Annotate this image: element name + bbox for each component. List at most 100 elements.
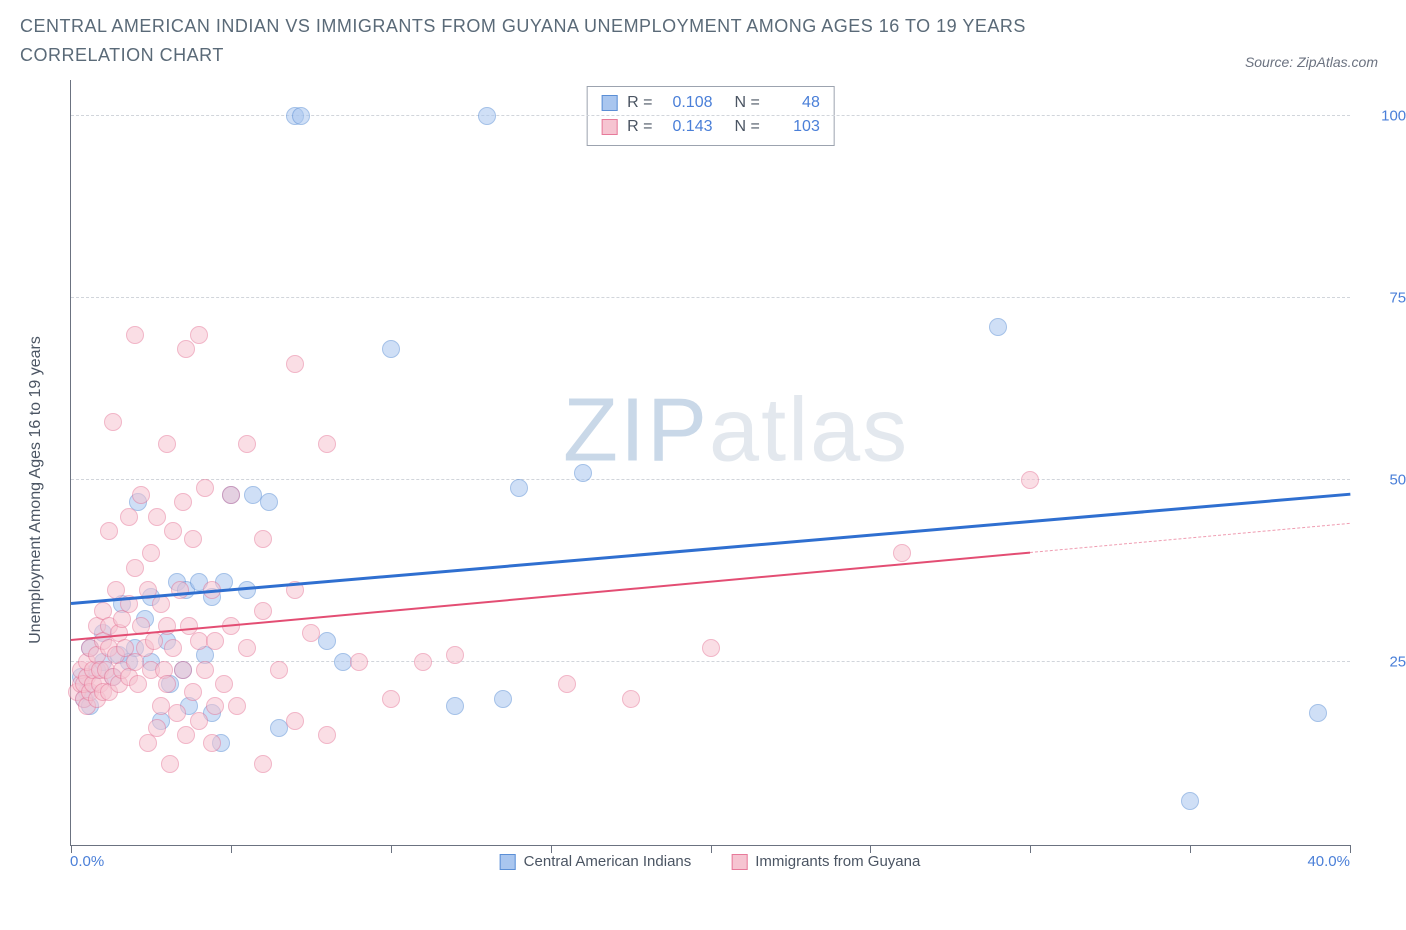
data-point bbox=[164, 522, 182, 540]
data-point bbox=[168, 704, 186, 722]
data-point bbox=[382, 340, 400, 358]
gridline bbox=[71, 479, 1350, 480]
data-point bbox=[622, 690, 640, 708]
data-point bbox=[558, 675, 576, 693]
data-point bbox=[107, 581, 125, 599]
data-point bbox=[184, 683, 202, 701]
legend-swatch bbox=[601, 119, 617, 135]
data-point bbox=[292, 107, 310, 125]
data-point bbox=[228, 697, 246, 715]
data-point bbox=[174, 661, 192, 679]
data-point bbox=[206, 697, 224, 715]
data-point bbox=[171, 581, 189, 599]
data-point bbox=[1181, 792, 1199, 810]
data-point bbox=[446, 646, 464, 664]
data-point bbox=[184, 530, 202, 548]
series-legend-label: Immigrants from Guyana bbox=[755, 853, 920, 870]
data-point bbox=[222, 486, 240, 504]
y-axis-title: Unemployment Among Ages 16 to 19 years bbox=[27, 336, 45, 644]
x-tick bbox=[1350, 845, 1351, 853]
chart-container: Unemployment Among Ages 16 to 19 years Z… bbox=[20, 80, 1386, 900]
data-point bbox=[286, 355, 304, 373]
data-point bbox=[238, 435, 256, 453]
data-point bbox=[1021, 471, 1039, 489]
data-point bbox=[254, 530, 272, 548]
legend-row: R = 0.108 N = 48 bbox=[601, 91, 820, 115]
data-point bbox=[177, 726, 195, 744]
data-point bbox=[318, 632, 336, 650]
scatter-plot-area: ZIPatlas R =0.108N =48R =0.143N =103 25.… bbox=[70, 80, 1350, 846]
data-point bbox=[1309, 704, 1327, 722]
data-point bbox=[254, 602, 272, 620]
data-point bbox=[145, 632, 163, 650]
gridline bbox=[71, 115, 1350, 116]
data-point bbox=[318, 726, 336, 744]
data-point bbox=[382, 690, 400, 708]
x-axis-row: 0.0% Central American Indians Immigrants … bbox=[70, 850, 1350, 874]
data-point bbox=[270, 661, 288, 679]
data-point bbox=[302, 624, 320, 642]
data-point bbox=[893, 544, 911, 562]
data-point bbox=[446, 697, 464, 715]
y-tick-label: 100.0% bbox=[1381, 108, 1406, 125]
legend-n-value: 103 bbox=[770, 115, 820, 139]
legend-r-value: 0.108 bbox=[663, 91, 713, 115]
data-point bbox=[206, 632, 224, 650]
x-axis-max-label: 40.0% bbox=[1307, 853, 1350, 870]
chart-title: CENTRAL AMERICAN INDIAN VS IMMIGRANTS FR… bbox=[20, 12, 1120, 70]
watermark-brand-b: atlas bbox=[709, 381, 909, 481]
data-point bbox=[148, 719, 166, 737]
gridline bbox=[71, 661, 1350, 662]
data-point bbox=[494, 690, 512, 708]
legend-n-label: N = bbox=[735, 115, 760, 139]
y-tick-label: 50.0% bbox=[1389, 472, 1406, 489]
x-axis-min-label: 0.0% bbox=[70, 853, 104, 870]
data-point bbox=[574, 464, 592, 482]
legend-row: R = 0.143 N = 103 bbox=[601, 115, 820, 139]
data-point bbox=[177, 340, 195, 358]
data-point bbox=[100, 522, 118, 540]
y-tick-label: 25.0% bbox=[1389, 654, 1406, 671]
data-point bbox=[478, 107, 496, 125]
data-point bbox=[196, 661, 214, 679]
data-point bbox=[286, 712, 304, 730]
data-point bbox=[350, 653, 368, 671]
data-point bbox=[196, 479, 214, 497]
data-point bbox=[129, 675, 147, 693]
data-point bbox=[238, 639, 256, 657]
series-legend: Central American Indians Immigrants from … bbox=[500, 853, 921, 870]
legend-r-label: R = bbox=[627, 91, 652, 115]
data-point bbox=[158, 435, 176, 453]
data-point bbox=[190, 326, 208, 344]
data-point bbox=[164, 639, 182, 657]
series-legend-item: Central American Indians bbox=[500, 853, 692, 870]
legend-r-label: R = bbox=[627, 115, 652, 139]
series-legend-item: Immigrants from Guyana bbox=[731, 853, 920, 870]
series-legend-label: Central American Indians bbox=[524, 853, 692, 870]
data-point bbox=[126, 559, 144, 577]
gridline bbox=[71, 297, 1350, 298]
trend-line bbox=[1030, 523, 1350, 553]
legend-n-value: 48 bbox=[770, 91, 820, 115]
data-point bbox=[203, 734, 221, 752]
data-point bbox=[158, 675, 176, 693]
legend-r-value: 0.143 bbox=[663, 115, 713, 139]
data-point bbox=[142, 544, 160, 562]
data-point bbox=[215, 675, 233, 693]
data-point bbox=[260, 493, 278, 511]
legend-swatch bbox=[500, 854, 516, 870]
data-point bbox=[132, 486, 150, 504]
legend-n-label: N = bbox=[735, 91, 760, 115]
data-point bbox=[148, 508, 166, 526]
data-point bbox=[989, 318, 1007, 336]
data-point bbox=[254, 755, 272, 773]
data-point bbox=[174, 493, 192, 511]
data-point bbox=[702, 639, 720, 657]
data-point bbox=[120, 508, 138, 526]
data-point bbox=[414, 653, 432, 671]
data-point bbox=[161, 755, 179, 773]
data-point bbox=[510, 479, 528, 497]
source-attribution: Source: ZipAtlas.com bbox=[1245, 54, 1386, 70]
data-point bbox=[104, 413, 122, 431]
legend-swatch bbox=[601, 95, 617, 111]
